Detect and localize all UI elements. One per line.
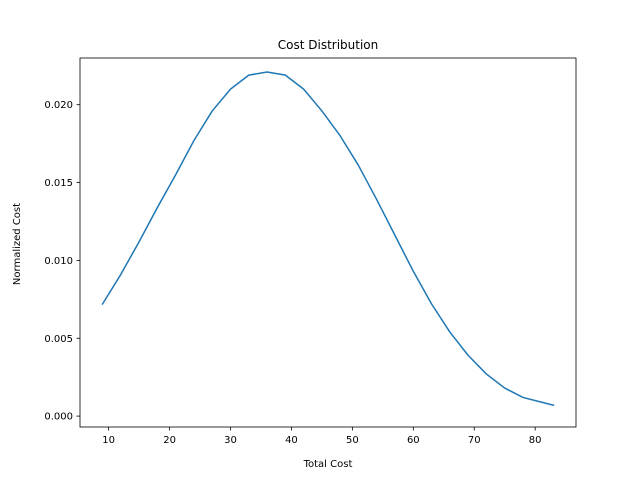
x-tick-label: 80 [529, 435, 542, 446]
x-tick-label: 10 [102, 435, 115, 446]
x-tick-label: 30 [224, 435, 237, 446]
x-tick-label: 40 [285, 435, 298, 446]
x-tick-label: 50 [346, 435, 359, 446]
y-tick-label: 0.020 [44, 100, 73, 111]
x-tick-label: 20 [163, 435, 176, 446]
y-tick-label: 0.015 [44, 178, 73, 189]
series-line-0 [101, 71, 555, 407]
y-tick-label: 0.010 [44, 256, 73, 267]
y-tick-label: 0.000 [44, 412, 73, 423]
x-axis-label: Total Cost [303, 459, 353, 470]
axes-frame [79, 57, 577, 428]
chart-title: Cost Distribution [278, 38, 379, 52]
y-tick-label: 0.005 [44, 334, 73, 345]
plot-area: 10 20 30 40 50 60 70 80 0.000 0.005 0.010 0.015 0.02… [44, 57, 577, 446]
x-tick-label: 60 [407, 435, 420, 446]
x-tick-label: 70 [468, 435, 481, 446]
y-axis-label: Normalized Cost [12, 203, 23, 285]
